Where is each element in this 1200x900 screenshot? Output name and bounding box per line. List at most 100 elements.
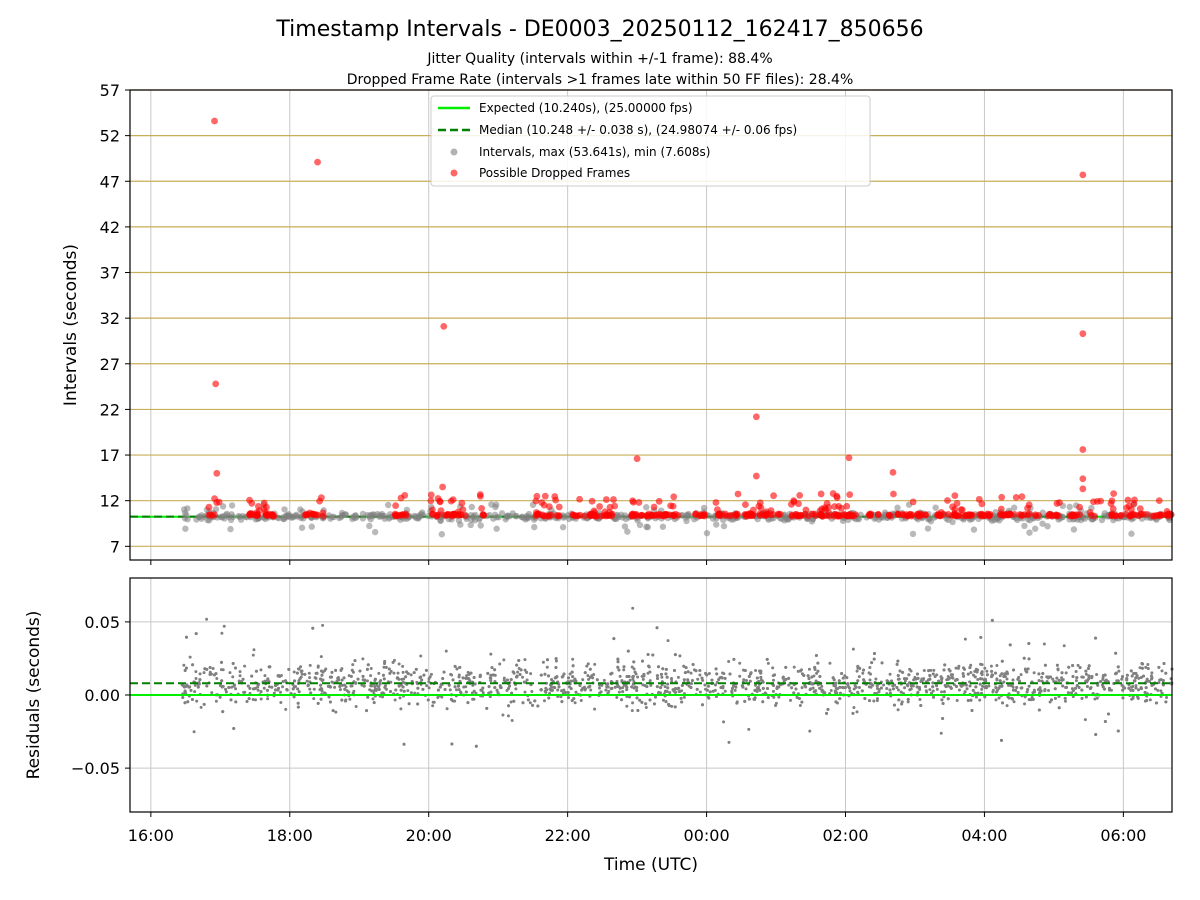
residual-point [373,677,377,681]
residual-point [259,668,263,672]
residual-point [966,699,970,703]
residual-point [184,635,188,639]
residual-point [807,677,811,681]
residual-point [1083,718,1087,722]
dropped-frame-outlier-3 [314,158,321,166]
top-ytick-label-2: 47 [100,172,120,191]
residual-point [338,684,342,688]
residual-point [1005,672,1009,676]
residual-point [531,703,535,707]
residual-point [758,669,762,673]
residual-point [1001,701,1005,705]
residual-point [349,674,353,678]
interval-point [932,504,939,511]
residual-point [210,691,214,695]
residual-point [315,671,319,675]
residual-point [723,689,727,693]
residual-point [1008,643,1012,647]
residual-point [525,678,529,682]
interval-point [413,514,420,522]
dropped-frame-point [749,512,756,520]
dropped-frame-point [796,491,804,499]
residual-point [560,675,564,679]
residual-point [431,704,435,708]
residual-point [940,676,944,680]
residual-point [1084,669,1088,673]
residual-point [652,702,656,706]
residual-point [1055,676,1059,680]
residual-point [474,744,478,748]
residual-point [297,667,301,671]
residual-point [610,671,614,675]
residual-point [312,697,316,701]
residual-point [656,677,660,681]
residual-point [480,688,484,692]
residual-point [1063,699,1067,703]
residual-point [966,672,970,676]
residual-point [631,674,635,678]
top-ytick-label-9: 12 [100,492,120,511]
interval-point [643,504,650,511]
residual-point [319,697,323,701]
residual-point [1156,688,1160,692]
residual-point [192,730,196,734]
residual-point [389,689,393,693]
legend: Expected (10.240s), (25.00000 fps) Media… [430,95,871,187]
bottom-x-ticks: 16:00 18:00 20:00 22:00 00:00 02:00 04:00 06:00 [128,812,1146,845]
residual-point [838,685,842,689]
residual-point [1077,686,1081,690]
residual-point [606,682,610,686]
residual-point [1040,679,1044,683]
residual-point [632,686,636,690]
residual-point [399,688,403,692]
residual-point [963,690,967,694]
dropped-frame-point [833,492,841,500]
residual-point [705,688,709,692]
residual-point [661,698,665,702]
residual-point [1062,644,1066,648]
residual-point [837,679,841,683]
residual-point [369,666,373,670]
top-y-axis-label: Intervals (seconds) [61,244,81,406]
residual-point [189,688,193,692]
interval-point [293,511,300,518]
residual-point [1148,698,1152,702]
residual-point [1117,669,1121,673]
interval-point [1026,529,1033,536]
residual-point [713,683,717,687]
residual-point [1134,684,1138,688]
residual-point [638,698,642,702]
residual-point [402,742,406,746]
residual-point [588,684,592,688]
dropped-frame-outlier-14 [1079,475,1087,483]
residual-point [901,670,905,674]
residual-point [362,684,366,688]
residual-point [229,698,233,702]
residual-point [218,695,222,699]
residual-point [928,688,932,692]
residual-point [439,683,443,687]
residual-point [1164,700,1168,704]
residual-point [714,667,718,671]
residual-point [1043,688,1047,692]
residual-point [508,684,512,688]
residual-point [327,695,331,699]
residual-point [1012,700,1016,704]
residual-point [1026,667,1030,671]
residual-point [664,672,668,676]
residual-point [671,688,675,692]
residual-point [644,702,648,706]
residual-point [806,674,810,678]
residual-point [666,686,670,690]
top-ytick-label-10: 7 [110,537,120,556]
residual-point [949,686,953,690]
residual-point [247,697,251,701]
residual-point [1141,674,1145,678]
residual-point [833,689,837,693]
residual-point [308,663,312,667]
residual-point [1061,684,1065,688]
dropped-frame-point [552,496,560,504]
residual-point [742,678,746,682]
residual-point [800,700,804,704]
residual-point [647,664,651,668]
